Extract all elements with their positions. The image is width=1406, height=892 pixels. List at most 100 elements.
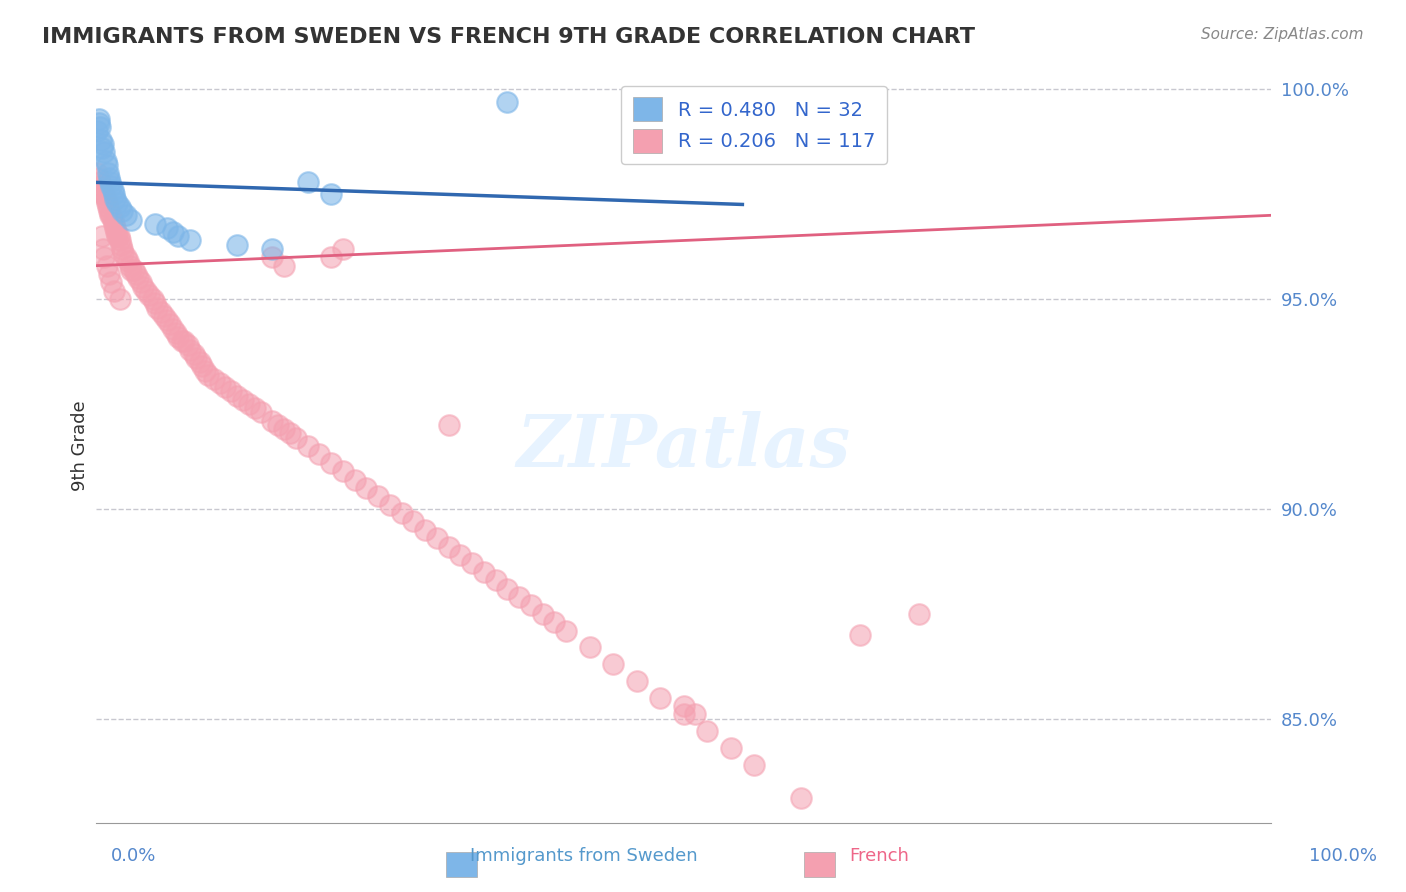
- Point: [461, 557, 484, 571]
- Point: [907, 607, 929, 621]
- Point: [96, 158, 118, 172]
- Point: [91, 229, 114, 244]
- Point: [98, 267, 121, 281]
- Point: [555, 624, 578, 638]
- Point: [162, 321, 184, 335]
- Point: [91, 183, 114, 197]
- Point: [602, 657, 624, 672]
- Point: [496, 582, 519, 596]
- Point: [101, 183, 124, 197]
- Point: [243, 401, 266, 416]
- Point: [194, 363, 217, 377]
- FancyBboxPatch shape: [446, 852, 477, 877]
- Point: [96, 195, 118, 210]
- Point: [114, 208, 136, 222]
- Point: [308, 447, 330, 461]
- Point: [120, 259, 142, 273]
- Point: [89, 175, 111, 189]
- Point: [98, 175, 121, 189]
- Point: [685, 707, 707, 722]
- Point: [96, 259, 118, 273]
- Point: [97, 166, 120, 180]
- Point: [202, 372, 225, 386]
- Point: [179, 234, 201, 248]
- Point: [153, 309, 176, 323]
- Point: [135, 284, 157, 298]
- Point: [89, 120, 111, 135]
- Point: [472, 565, 495, 579]
- Point: [177, 338, 200, 352]
- Point: [107, 229, 129, 244]
- FancyBboxPatch shape: [804, 852, 835, 877]
- Point: [87, 112, 110, 126]
- Point: [184, 351, 207, 365]
- Point: [696, 724, 718, 739]
- Point: [138, 288, 160, 302]
- Point: [543, 615, 565, 629]
- Point: [105, 195, 128, 210]
- Point: [232, 392, 254, 407]
- Point: [86, 166, 108, 180]
- Point: [159, 318, 181, 332]
- Point: [162, 225, 184, 239]
- Point: [132, 279, 155, 293]
- Point: [98, 208, 121, 222]
- Point: [156, 313, 179, 327]
- Point: [321, 187, 343, 202]
- Point: [98, 170, 121, 185]
- Point: [508, 590, 530, 604]
- Point: [100, 178, 122, 193]
- Point: [120, 263, 142, 277]
- Point: [790, 791, 813, 805]
- Point: [142, 292, 165, 306]
- Point: [100, 208, 122, 222]
- Point: [97, 200, 120, 214]
- Point: [93, 250, 115, 264]
- Point: [122, 263, 145, 277]
- Point: [112, 246, 135, 260]
- Point: [143, 217, 166, 231]
- Point: [626, 673, 648, 688]
- Y-axis label: 9th Grade: 9th Grade: [72, 401, 89, 491]
- Point: [87, 116, 110, 130]
- Point: [578, 640, 600, 655]
- Point: [105, 229, 128, 244]
- Point: [720, 741, 742, 756]
- Point: [297, 175, 319, 189]
- Point: [127, 271, 149, 285]
- Point: [173, 334, 195, 348]
- Point: [226, 389, 249, 403]
- Point: [214, 380, 236, 394]
- Point: [120, 212, 142, 227]
- Point: [188, 355, 211, 369]
- Point: [91, 242, 114, 256]
- Point: [86, 124, 108, 138]
- Point: [94, 192, 117, 206]
- Point: [402, 515, 425, 529]
- Point: [125, 267, 148, 281]
- Point: [110, 237, 132, 252]
- Point: [208, 376, 231, 390]
- Legend: R = 0.480   N = 32, R = 0.206   N = 117: R = 0.480 N = 32, R = 0.206 N = 117: [621, 86, 887, 164]
- Point: [226, 237, 249, 252]
- Point: [249, 405, 271, 419]
- Point: [672, 699, 695, 714]
- Point: [111, 242, 134, 256]
- Text: Source: ZipAtlas.com: Source: ZipAtlas.com: [1201, 27, 1364, 42]
- Point: [108, 234, 131, 248]
- Point: [356, 481, 378, 495]
- Point: [238, 397, 260, 411]
- Point: [108, 200, 131, 214]
- Point: [143, 296, 166, 310]
- Point: [117, 254, 139, 268]
- Point: [278, 426, 301, 441]
- Point: [170, 334, 193, 348]
- Point: [262, 242, 284, 256]
- Point: [129, 276, 152, 290]
- Point: [449, 548, 471, 562]
- Point: [156, 220, 179, 235]
- Point: [297, 439, 319, 453]
- Point: [437, 417, 460, 432]
- Point: [221, 384, 243, 399]
- Point: [197, 368, 219, 382]
